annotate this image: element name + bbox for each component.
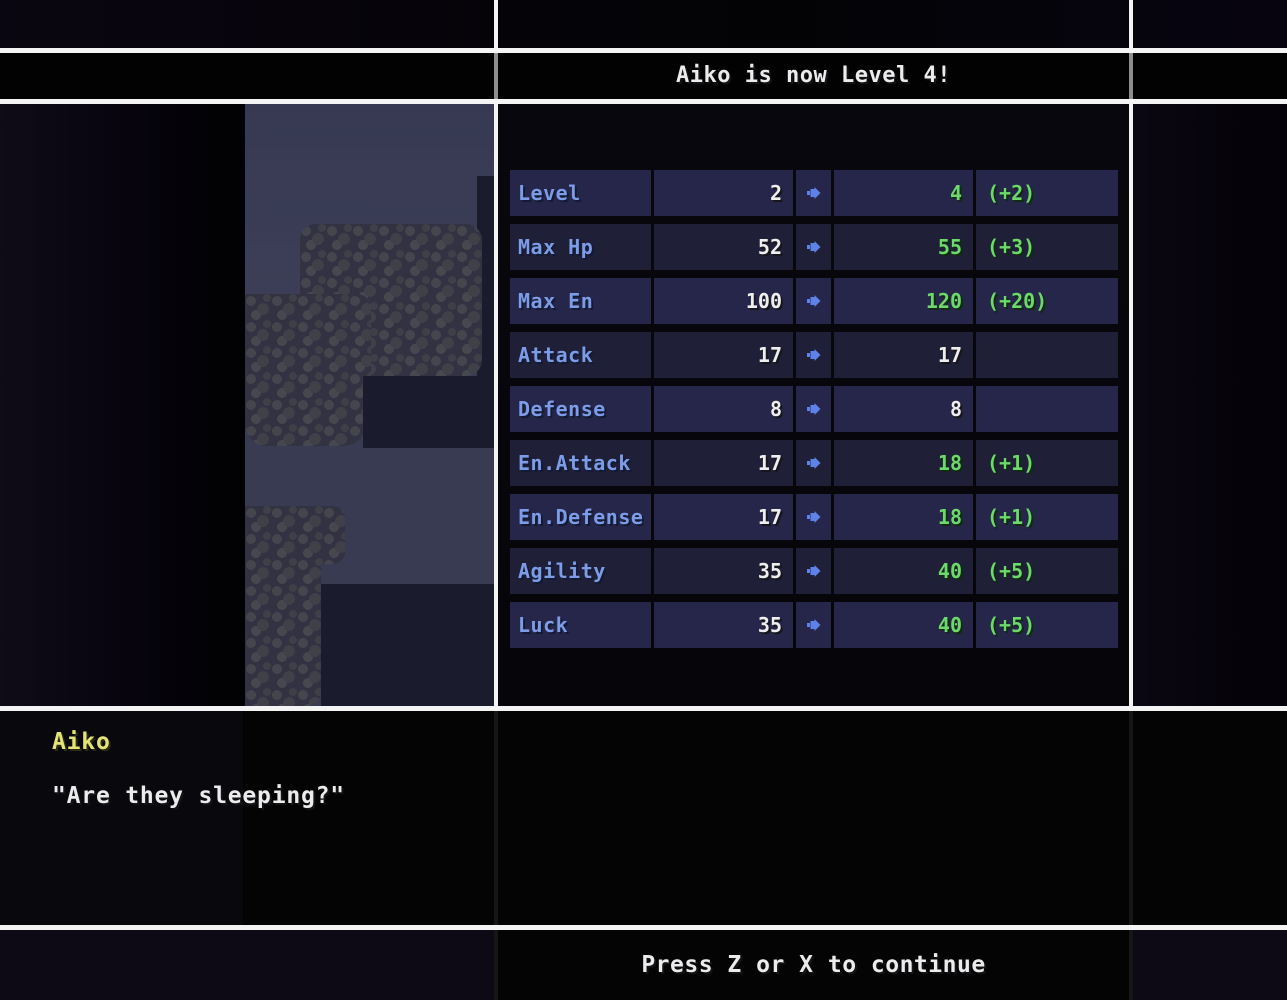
stat-diff: (+20): [976, 278, 1118, 324]
frame-vline: [1129, 711, 1133, 925]
stat-new-value: 18: [834, 494, 973, 540]
frame-vline: [1129, 104, 1133, 706]
stat-old-value: 17: [654, 494, 793, 540]
stat-row: Max Hp 52 55 (+3): [510, 224, 1118, 270]
right-arrow-icon: [806, 457, 821, 469]
frame-vline: [1129, 53, 1133, 99]
scene-dim-overlay: [245, 104, 494, 706]
arrow-cell: [796, 386, 831, 432]
footer-bar: [0, 930, 1287, 1000]
footer-left-panel: [0, 930, 494, 1000]
stat-new-value: 120: [834, 278, 973, 324]
frame-hline: [0, 925, 1287, 930]
frame-vline: [1129, 0, 1133, 48]
right-arrow-icon: [806, 295, 821, 307]
arrow-cell: [796, 602, 831, 648]
arrow-cell: [796, 332, 831, 378]
stat-old-value: 52: [654, 224, 793, 270]
stat-old-value: 35: [654, 602, 793, 648]
arrow-cell: [796, 224, 831, 270]
stats-table: Level 2 4 (+2) Max Hp 52: [510, 170, 1118, 656]
frame-hline: [0, 706, 1287, 711]
stat-old-value: 35: [654, 548, 793, 594]
stat-old-value: 8: [654, 386, 793, 432]
frame-vline: [494, 930, 498, 1000]
cave-rock-lower-column: [245, 506, 321, 706]
stat-new-value: 4: [834, 170, 973, 216]
stat-diff: (+1): [976, 494, 1118, 540]
stat-diff: (+5): [976, 548, 1118, 594]
arrow-cell: [796, 278, 831, 324]
right-black-column: [1133, 104, 1287, 706]
right-arrow-icon: [806, 187, 821, 199]
right-arrow-icon: [806, 349, 821, 361]
stat-label: Max En: [510, 278, 651, 324]
right-arrow-icon: [806, 511, 821, 523]
stat-label: Defense: [510, 386, 651, 432]
stat-row: Level 2 4 (+2): [510, 170, 1118, 216]
stat-label: En.Attack: [510, 440, 651, 486]
frame-hline: [0, 99, 1287, 104]
stat-row: Agility 35 40 (+5): [510, 548, 1118, 594]
stat-diff: (+3): [976, 224, 1118, 270]
stat-new-value: 40: [834, 602, 973, 648]
stat-old-value: 100: [654, 278, 793, 324]
stat-old-value: 2: [654, 170, 793, 216]
stat-row: Max En 100 120 (+20): [510, 278, 1118, 324]
stat-row: Luck 35 40 (+5): [510, 602, 1118, 648]
stat-new-value: 55: [834, 224, 973, 270]
stat-diff: (+2): [976, 170, 1118, 216]
right-arrow-icon: [806, 403, 821, 415]
frame-vline: [1129, 930, 1133, 1000]
stat-diff: [976, 332, 1118, 378]
stat-label: Luck: [510, 602, 651, 648]
stat-label: Agility: [510, 548, 651, 594]
frame-vline: [494, 0, 498, 48]
top-black-bar: [0, 0, 1287, 48]
stat-row: En.Attack 17 18 (+1): [510, 440, 1118, 486]
arrow-cell: [796, 548, 831, 594]
dialogue-left-tint: [0, 711, 243, 925]
frame-vline: [494, 711, 498, 925]
stat-diff: (+5): [976, 602, 1118, 648]
stat-new-value: 18: [834, 440, 973, 486]
frame-vline: [494, 104, 498, 706]
map-dark-tile: [321, 584, 494, 706]
dialogue-text: "Are they sleeping?": [52, 783, 345, 809]
frame-hline: [0, 48, 1287, 53]
cave-rock-arm: [245, 294, 371, 446]
right-arrow-icon: [806, 241, 821, 253]
map-dark-tile: [363, 376, 494, 448]
scene-shadow-area: [0, 104, 245, 706]
press-continue-prompt: Press Z or X to continue: [641, 952, 986, 978]
frame-vline: [494, 53, 498, 99]
stat-label: Level: [510, 170, 651, 216]
stat-row: Defense 8 8: [510, 386, 1118, 432]
level-up-message: Aiko is now Level 4!: [676, 63, 951, 88]
stat-label: Attack: [510, 332, 651, 378]
stat-old-value: 17: [654, 440, 793, 486]
arrow-cell: [796, 494, 831, 540]
right-arrow-icon: [806, 565, 821, 577]
stat-label: Max Hp: [510, 224, 651, 270]
stat-row: Attack 17 17: [510, 332, 1118, 378]
speaker-name: Aiko: [52, 729, 111, 755]
stat-diff: [976, 386, 1118, 432]
stat-new-value: 8: [834, 386, 973, 432]
stat-label: En.Defense: [510, 494, 651, 540]
right-arrow-icon: [806, 619, 821, 631]
game-map-viewport: [245, 104, 494, 706]
footer-right-panel: [1133, 930, 1287, 1000]
title-bar: [0, 53, 1287, 99]
stat-row: En.Defense 17 18 (+1): [510, 494, 1118, 540]
stat-diff: (+1): [976, 440, 1118, 486]
arrow-cell: [796, 170, 831, 216]
arrow-cell: [796, 440, 831, 486]
stat-new-value: 17: [834, 332, 973, 378]
stat-new-value: 40: [834, 548, 973, 594]
stat-old-value: 17: [654, 332, 793, 378]
